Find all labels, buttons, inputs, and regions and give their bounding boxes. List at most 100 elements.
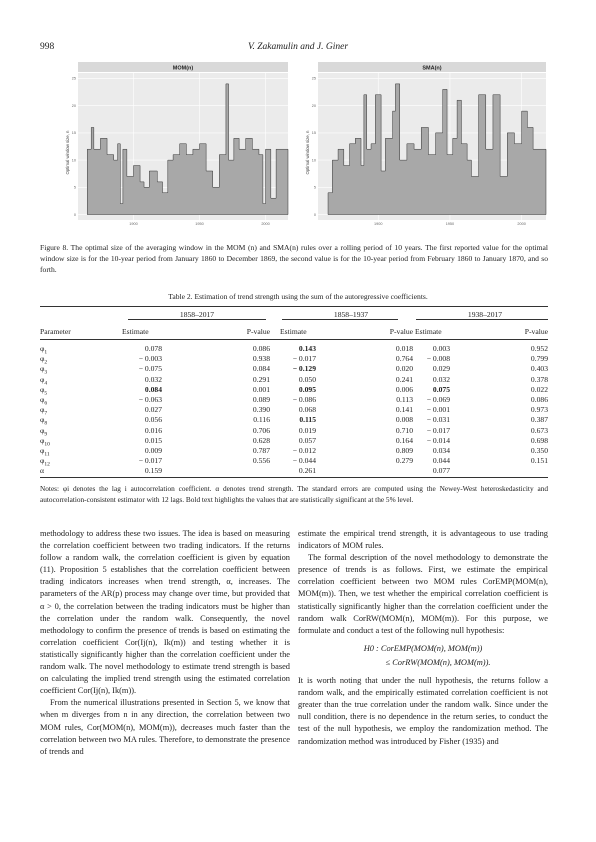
figure-caption: Figure 8. The optimal size of the averag… [40, 243, 548, 274]
pvalue-value: 0.387 [530, 415, 548, 425]
estimate-value: − 0.014 [426, 435, 450, 445]
estimate-value: 0.056 [144, 415, 162, 425]
pvalue-value: 0.164 [395, 435, 413, 445]
estimate-value: − 0.086 [292, 395, 316, 404]
param-label: φ11 [40, 446, 50, 458]
table-notes: Notes: φi denotes the lag i autocorrelat… [40, 484, 548, 504]
body-right-column: estimate the empirical trend strength, i… [298, 528, 548, 748]
estimate-value: − 0.001 [426, 405, 450, 415]
y-tick-label: 5 [314, 186, 316, 190]
estimate-value: 0.095 [298, 384, 316, 394]
y-axis-title: Optimal window size, n [65, 130, 70, 175]
y-tick-label: 5 [74, 186, 76, 190]
y-tick-label: 0 [74, 213, 76, 217]
pvalue-value: 0.350 [530, 446, 548, 455]
body-left-column: methodology to address these two issues.… [40, 528, 290, 758]
estimate-header: Estimate [280, 327, 307, 336]
figure-8: MOM(n) 0 5 10 15 20 25 1900 1950 2000 Optimal wind… [60, 62, 550, 232]
estimate-value: 0.115 [299, 415, 316, 425]
pvalue-value: 0.973 [530, 405, 548, 415]
pvalue-value: 0.673 [530, 425, 548, 435]
pvalue-value: 0.952 [530, 344, 548, 353]
estimate-value: − 0.008 [426, 354, 450, 364]
table-header-rule [40, 339, 548, 340]
estimate-value: 0.084 [144, 384, 162, 394]
estimate-value: 0.019 [298, 425, 316, 435]
paragraph: methodology to address these two issues.… [40, 529, 290, 696]
estimate-value: − 0.075 [138, 364, 162, 374]
period-rule-3 [416, 319, 548, 320]
pvalue-value: 0.113 [396, 395, 413, 404]
running-header: V. Zakamulin and J. Giner [247, 42, 349, 52]
pvalue-value: 0.084 [252, 364, 270, 374]
pvalue-value: 0.116 [253, 415, 270, 425]
estimate-value: 0.029 [432, 364, 450, 374]
y-tick-label: 15 [312, 131, 316, 135]
pvalue-value: 0.764 [395, 354, 413, 364]
pvalue-header: P-value [524, 327, 548, 336]
estimate-header: Estimate [122, 327, 149, 336]
pvalue-value: 0.006 [395, 384, 413, 394]
pvalue-header: P-value [246, 327, 270, 336]
estimate-value: − 0.031 [426, 415, 450, 425]
pvalue-value: 0.001 [252, 384, 270, 394]
pvalue-value: 0.556 [252, 456, 270, 466]
estimate-value: 0.078 [144, 344, 162, 353]
y-tick-label: 15 [72, 131, 76, 135]
estimate-value: − 0.129 [292, 364, 316, 374]
pvalue-value: 0.020 [395, 364, 413, 374]
param-label: φ7 [40, 405, 48, 417]
estimate-value: 0.143 [298, 344, 316, 353]
results-table: 1858–2017 1858–1937 1938–2017 Parameter Esti… [40, 306, 548, 478]
table-top-rule [40, 306, 548, 307]
pvalue-value: 0.628 [252, 435, 270, 445]
hypothesis-line-2: ≤ CorRW(MOM(n), MOM(m)). [385, 657, 491, 667]
param-label: φ4 [40, 374, 48, 387]
period-rule-1 [128, 319, 266, 320]
x-tick-label: 1950 [446, 222, 454, 226]
estimate-value: 0.075 [432, 384, 450, 394]
y-tick-label: 10 [312, 158, 316, 162]
estimate-value: 0.032 [144, 374, 162, 384]
estimate-value: 0.050 [298, 374, 316, 384]
pvalue-value: 0.008 [395, 415, 413, 425]
pvalue-value: 0.018 [395, 344, 413, 353]
estimate-value: 0.016 [144, 425, 162, 435]
estimate-value: 0.159 [144, 466, 162, 476]
pvalue-header: P-value [389, 327, 413, 336]
estimate-value: 0.032 [432, 374, 450, 384]
estimate-value: − 0.044 [292, 456, 316, 466]
pvalue-value: 0.279 [395, 456, 413, 466]
param-label: φ8 [40, 415, 48, 427]
pvalue-value: 0.086 [530, 395, 548, 404]
param-label: φ2 [40, 354, 48, 366]
param-header: Parameter [40, 327, 71, 336]
figure-svg: MOM(n) 0 5 10 15 20 25 1900 1950 2000 Optimal wind… [65, 62, 547, 226]
pvalue-value: 0.787 [252, 446, 270, 455]
pvalue-value: 0.141 [395, 405, 413, 415]
estimate-value: − 0.003 [138, 354, 162, 364]
y-tick-label: 0 [314, 213, 316, 217]
estimate-value: − 0.017 [426, 425, 450, 435]
panel-strip [78, 62, 288, 72]
estimate-value: 0.261 [298, 466, 316, 476]
pvalue-value: 0.241 [395, 374, 413, 384]
estimate-value: − 0.012 [292, 446, 316, 455]
hypothesis-line-1: H0 : CorEMP(MOM(n), MOM(m)) [363, 643, 483, 653]
paragraph: estimate the empirical trend strength, i… [298, 529, 548, 551]
estimate-value: − 0.017 [292, 354, 316, 364]
param-label: φ10 [40, 435, 50, 448]
area-series [327, 83, 547, 215]
pvalue-value: 0.809 [395, 446, 413, 455]
table-caption: Table 2. Estimation of trend strength us… [168, 292, 428, 301]
panel-title: SMA(n) [422, 66, 441, 72]
paragraph: From the numerical illustrations present… [40, 698, 290, 756]
x-tick-label: 2000 [517, 222, 525, 226]
area-series [86, 83, 289, 215]
pvalue-value: 0.022 [530, 384, 548, 394]
estimate-value: 0.057 [298, 435, 316, 445]
estimate-header: Estimate [415, 327, 442, 336]
x-tick-label: 1900 [374, 222, 382, 226]
estimate-value: 0.034 [432, 446, 450, 455]
y-tick-label: 25 [72, 77, 76, 81]
